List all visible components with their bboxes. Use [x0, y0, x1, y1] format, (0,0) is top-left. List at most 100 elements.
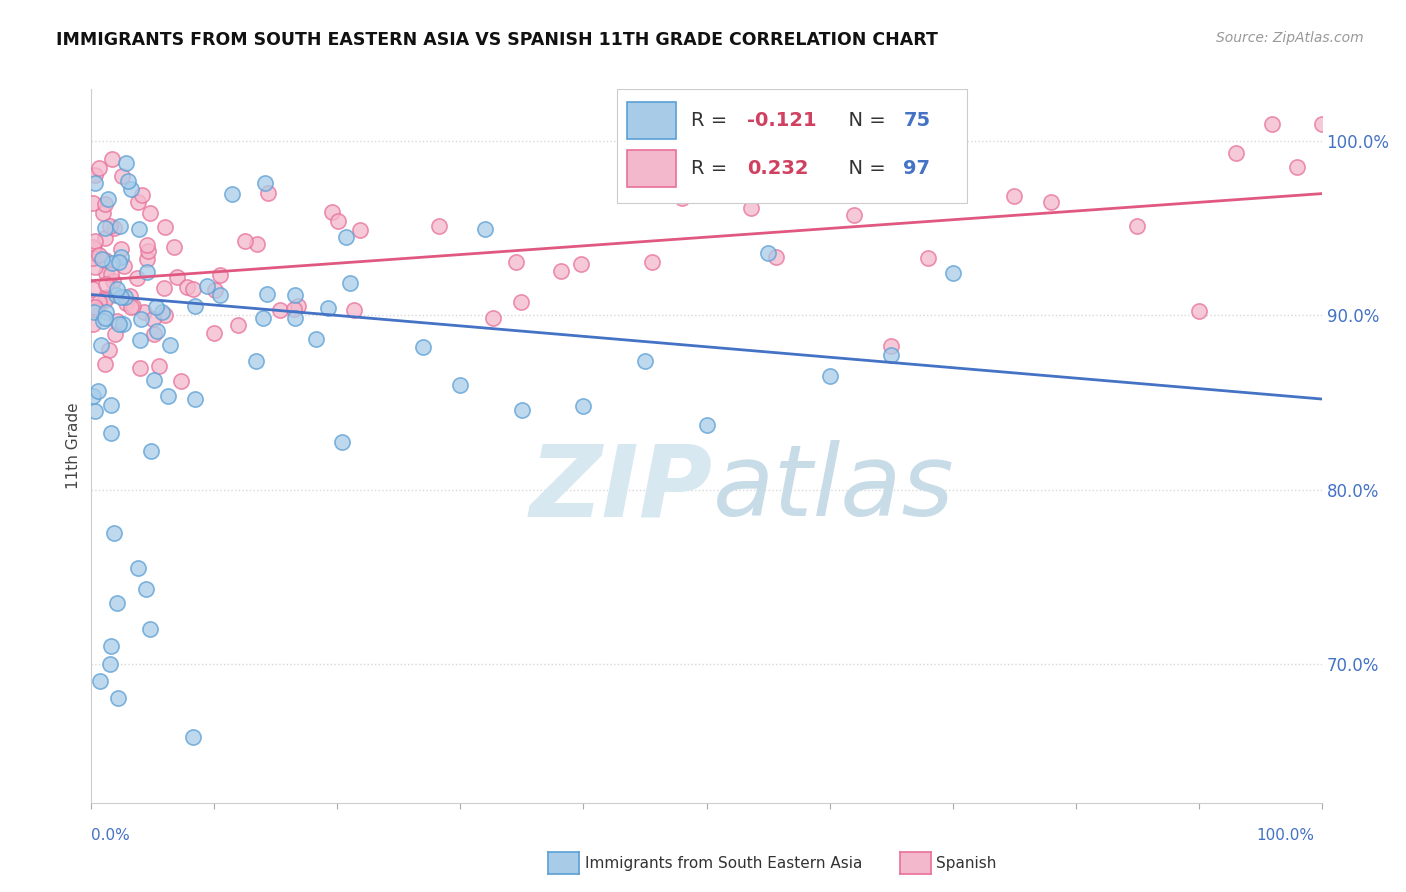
Point	[941, 266, 963, 280]
Point	[110, 169, 132, 183]
Point	[195, 279, 218, 293]
Point	[110, 290, 132, 304]
Point	[108, 254, 131, 268]
Point	[127, 195, 149, 210]
Point	[93, 206, 115, 220]
Point	[209, 288, 232, 302]
Point	[139, 206, 162, 220]
Point	[427, 219, 450, 233]
Point	[166, 270, 188, 285]
Point	[103, 274, 125, 288]
Point	[90, 337, 112, 351]
Text: 0.0%: 0.0%	[91, 829, 131, 843]
Text: N =: N =	[835, 160, 891, 178]
Text: Source: ZipAtlas.com: Source: ZipAtlas.com	[1216, 31, 1364, 45]
Point	[83, 234, 105, 248]
Point	[510, 294, 533, 309]
Point	[1002, 189, 1025, 203]
Point	[880, 348, 903, 362]
Point	[233, 234, 256, 248]
Bar	[627, 150, 676, 187]
Point	[252, 310, 274, 325]
Point	[94, 221, 117, 235]
Point	[284, 288, 307, 302]
Point	[131, 187, 153, 202]
Point	[100, 425, 122, 440]
Point	[97, 343, 120, 357]
Point	[343, 302, 366, 317]
Point	[110, 219, 132, 233]
Point	[184, 392, 207, 407]
Point	[818, 368, 841, 383]
Point	[148, 359, 170, 373]
Point	[94, 197, 117, 211]
Point	[91, 314, 114, 328]
Point	[202, 326, 225, 340]
Point	[150, 305, 173, 319]
Point	[183, 299, 205, 313]
Point	[505, 255, 527, 269]
Point	[89, 161, 111, 175]
Point	[257, 186, 280, 201]
Point	[765, 250, 787, 264]
Point	[94, 277, 117, 292]
Point	[695, 417, 717, 432]
Point	[82, 252, 104, 266]
Text: 97: 97	[903, 160, 931, 178]
Text: N =: N =	[835, 111, 891, 130]
Point	[117, 174, 139, 188]
Point	[572, 399, 595, 413]
Point	[155, 308, 177, 322]
Point	[1039, 195, 1063, 210]
Point	[221, 187, 243, 202]
Text: R =: R =	[690, 111, 733, 130]
Point	[842, 208, 865, 222]
Point	[550, 264, 572, 278]
Point	[170, 375, 193, 389]
Point	[82, 240, 104, 254]
Text: 0.232: 0.232	[747, 160, 808, 178]
Point	[183, 730, 205, 744]
Point	[84, 168, 107, 182]
Point	[176, 280, 198, 294]
Point	[941, 172, 963, 186]
Point	[1126, 219, 1149, 233]
Point	[204, 283, 226, 297]
Point	[634, 354, 657, 368]
Text: 75: 75	[903, 111, 931, 130]
Point	[112, 260, 135, 274]
Point	[163, 240, 186, 254]
Point	[246, 236, 269, 251]
Point	[641, 255, 664, 269]
Point	[132, 304, 155, 318]
Point	[87, 294, 110, 309]
Point	[129, 361, 152, 376]
Point	[287, 299, 309, 313]
Point	[103, 526, 125, 541]
Point	[83, 260, 105, 275]
Point	[304, 332, 326, 346]
Point	[112, 317, 135, 331]
Point	[254, 176, 277, 190]
Point	[83, 404, 105, 418]
Point	[82, 318, 104, 332]
Point	[105, 596, 128, 610]
Point	[82, 389, 104, 403]
Text: ZIP: ZIP	[530, 441, 713, 537]
Point	[136, 238, 159, 252]
Point	[105, 282, 128, 296]
Point	[83, 242, 105, 256]
Point	[135, 265, 157, 279]
Point	[339, 277, 361, 291]
Point	[120, 300, 142, 314]
Point	[328, 213, 350, 227]
Point	[284, 311, 307, 326]
Point	[1225, 146, 1247, 161]
Point	[569, 256, 592, 270]
Point	[100, 639, 122, 653]
Point	[93, 231, 115, 245]
Point	[482, 311, 505, 326]
Point	[510, 403, 533, 417]
Point	[143, 373, 166, 387]
Point	[83, 176, 105, 190]
